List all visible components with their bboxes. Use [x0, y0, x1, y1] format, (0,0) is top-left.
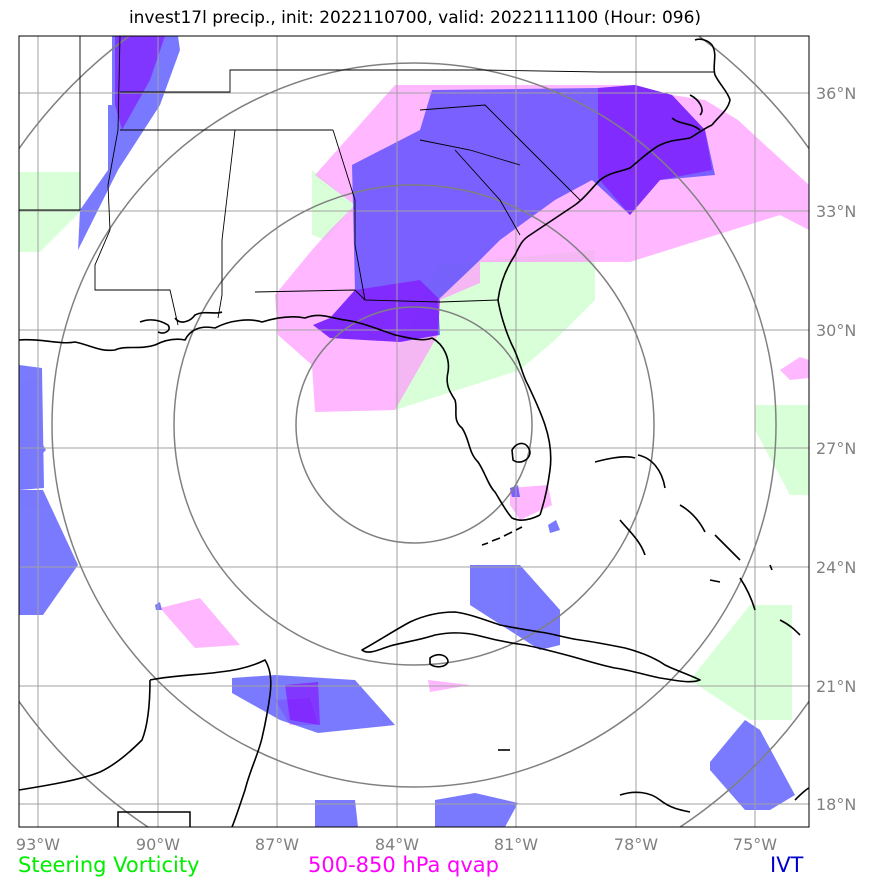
lat-label: 21°N	[816, 677, 856, 696]
lon-label: 84°W	[375, 835, 419, 854]
legend-steering-vorticity: Steering Vorticity	[18, 853, 200, 877]
longitude-labels: 93°W 90°W 87°W 84°W 81°W 78°W 75°W	[16, 835, 777, 854]
latitude-labels: 36°N 33°N 30°N 27°N 24°N 21°N 18°N	[816, 84, 856, 814]
lon-label: 75°W	[733, 835, 777, 854]
lon-label: 90°W	[136, 835, 180, 854]
legend-ivt: IVT	[770, 853, 804, 877]
lat-label: 36°N	[816, 84, 856, 103]
lon-label: 81°W	[494, 835, 538, 854]
lat-label: 33°N	[816, 202, 856, 221]
lat-label: 30°N	[816, 321, 856, 340]
overlap-field	[115, 36, 712, 725]
coastlines	[19, 38, 809, 827]
lat-label: 27°N	[816, 439, 856, 458]
map-inset-box	[117, 811, 191, 827]
lon-label: 87°W	[255, 835, 299, 854]
lat-label: 18°N	[816, 795, 856, 814]
map-title: invest17l precip., init: 2022110700, val…	[128, 8, 702, 28]
state-borders	[19, 36, 715, 326]
lon-label: 78°W	[614, 835, 658, 854]
legend-qvap: 500-850 hPa qvap	[308, 853, 499, 877]
map-frame	[18, 35, 810, 828]
lat-label: 24°N	[816, 558, 856, 577]
lon-label: 93°W	[16, 835, 60, 854]
